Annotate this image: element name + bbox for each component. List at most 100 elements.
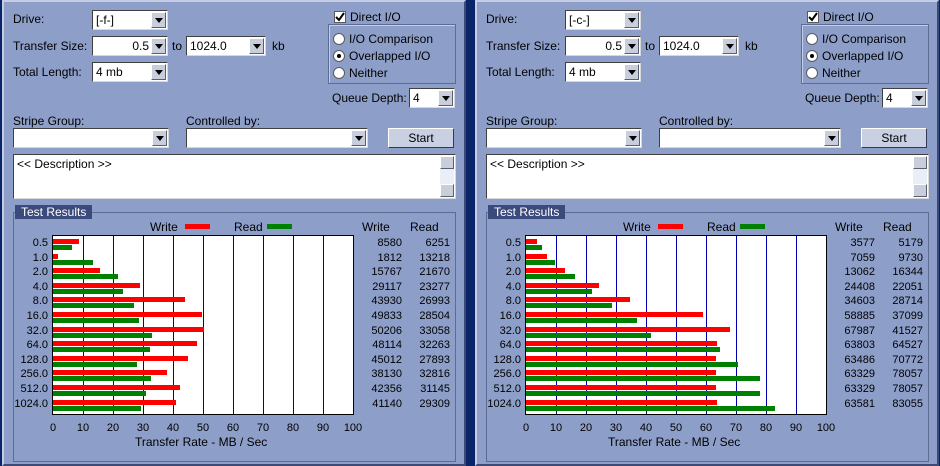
x-axis-label: Transfer Rate - MB / Sec [608, 435, 741, 449]
read-bar [526, 332, 651, 338]
x-tick-label: 40 [166, 422, 180, 434]
vertical-scrollbar[interactable] [913, 156, 927, 197]
radio-neither[interactable]: Neither [333, 66, 388, 80]
transfer-size-to-select[interactable]: 1024.0 [659, 36, 739, 56]
radio-dot[interactable] [333, 33, 345, 45]
scroll-down-icon[interactable] [913, 184, 927, 197]
drive-select-value: [-c-] [569, 13, 590, 27]
read-bar [53, 259, 93, 265]
gridline [796, 236, 797, 414]
gridline [203, 236, 204, 414]
transfer-size-from-select[interactable]: 0.5 [92, 36, 168, 56]
legend-read-swatch [267, 224, 292, 229]
read-column-header: Read [410, 220, 439, 234]
y-tick-label: 2.0 [32, 266, 48, 279]
read-value: 28714 [892, 295, 923, 308]
total-length-select[interactable]: 4 mb [92, 62, 168, 82]
write-value: 8580 [377, 237, 402, 249]
drive-select[interactable]: [-f-] [92, 10, 168, 30]
read-value: 32263 [419, 339, 450, 352]
write-bar [526, 385, 716, 390]
controlled-by-select[interactable] [186, 128, 368, 148]
y-tick-label: 64.0 [26, 339, 48, 352]
controlled-by-select[interactable] [659, 128, 841, 148]
dropdown-arrow-icon[interactable] [151, 12, 166, 28]
radio-dot[interactable] [806, 33, 818, 45]
drive-select[interactable]: [-c-] [565, 10, 641, 30]
read-bar [526, 274, 576, 280]
radio-io-comparison[interactable]: I/O Comparison [806, 32, 906, 46]
dropdown-arrow-icon[interactable] [624, 12, 639, 28]
start-button[interactable]: Start [861, 128, 927, 148]
radio-dot[interactable] [806, 50, 818, 62]
queue-depth-select-value: 4 [886, 91, 893, 105]
write-bar [53, 282, 141, 288]
y-tick-label: 16.0 [499, 310, 521, 322]
y-tick-label: 128.0 [493, 353, 521, 366]
y-tick-label: 1024.0 [14, 397, 48, 410]
controlled-by-label: Controlled by: [186, 114, 261, 128]
dropdown-arrow-icon[interactable] [438, 90, 453, 106]
dropdown-arrow-icon[interactable] [151, 38, 166, 54]
legend-read-swatch [740, 224, 765, 229]
description-textarea[interactable]: << Description >> [486, 154, 929, 199]
x-tick-label: 70 [256, 422, 270, 434]
start-button[interactable]: Start [388, 128, 454, 148]
radio-overlapped-io[interactable]: Overlapped I/O [333, 49, 430, 63]
dropdown-arrow-icon[interactable] [152, 130, 167, 146]
io-comparison-label: I/O Comparison [349, 32, 434, 46]
radio-neither[interactable]: Neither [806, 66, 861, 80]
queue-depth-select[interactable]: 4 [882, 88, 928, 108]
radio-dot[interactable] [333, 50, 345, 62]
write-value: 43930 [371, 295, 402, 308]
scroll-down-icon[interactable] [440, 184, 454, 197]
read-value: 16344 [892, 266, 923, 279]
dropdown-arrow-icon[interactable] [625, 130, 640, 146]
write-value: 50206 [371, 324, 402, 337]
direct-io-checkbox[interactable]: Direct I/O [807, 10, 874, 24]
queue-depth-select[interactable]: 4 [409, 88, 455, 108]
read-value: 41527 [892, 324, 923, 337]
write-value: 63329 [844, 383, 875, 395]
io-comparison-label: I/O Comparison [822, 32, 907, 46]
write-bar [53, 253, 59, 259]
queue-depth-label: Queue Depth: [805, 91, 880, 105]
description-textarea[interactable]: << Description >> [13, 154, 456, 199]
read-value: 13218 [419, 251, 450, 264]
write-value: 58885 [844, 310, 875, 322]
dropdown-arrow-icon[interactable] [722, 38, 737, 54]
x-tick-label: 10 [76, 422, 90, 434]
radio-overlapped-io[interactable]: Overlapped I/O [806, 49, 903, 63]
dropdown-arrow-icon[interactable] [824, 130, 839, 146]
stripe-group-select[interactable] [486, 128, 642, 148]
write-bar [53, 399, 177, 405]
checkbox-box[interactable] [334, 11, 346, 23]
dropdown-arrow-icon[interactable] [249, 38, 264, 54]
dropdown-arrow-icon[interactable] [351, 130, 366, 146]
scroll-up-icon[interactable] [913, 156, 927, 169]
vertical-scrollbar[interactable] [440, 156, 454, 197]
scroll-up-icon[interactable] [440, 156, 454, 169]
total-length-select[interactable]: 4 mb [565, 62, 641, 82]
radio-dot[interactable] [806, 67, 818, 79]
dropdown-arrow-icon[interactable] [624, 64, 639, 80]
transfer-size-from-select[interactable]: 0.5 [565, 36, 641, 56]
dropdown-arrow-icon[interactable] [911, 90, 926, 106]
read-value: 78057 [892, 383, 923, 395]
direct-io-checkbox[interactable]: Direct I/O [334, 10, 401, 24]
drive-label: Drive: [13, 12, 45, 26]
test-results-header: Test Results [15, 205, 93, 219]
transfer-size-to-select[interactable]: 1024.0 [186, 36, 266, 56]
read-bar [526, 259, 556, 265]
radio-io-comparison[interactable]: I/O Comparison [333, 32, 433, 46]
checkbox-box[interactable] [807, 11, 819, 23]
stripe-group-select[interactable] [13, 128, 169, 148]
read-bar [526, 391, 761, 396]
dropdown-arrow-icon[interactable] [151, 64, 166, 80]
dropdown-arrow-icon[interactable] [624, 38, 639, 54]
x-tick-label: 20 [106, 422, 120, 434]
radio-dot[interactable] [333, 67, 345, 79]
write-value: 3577 [850, 237, 875, 249]
drive-label: Drive: [486, 12, 518, 26]
write-value: 45012 [371, 353, 402, 366]
